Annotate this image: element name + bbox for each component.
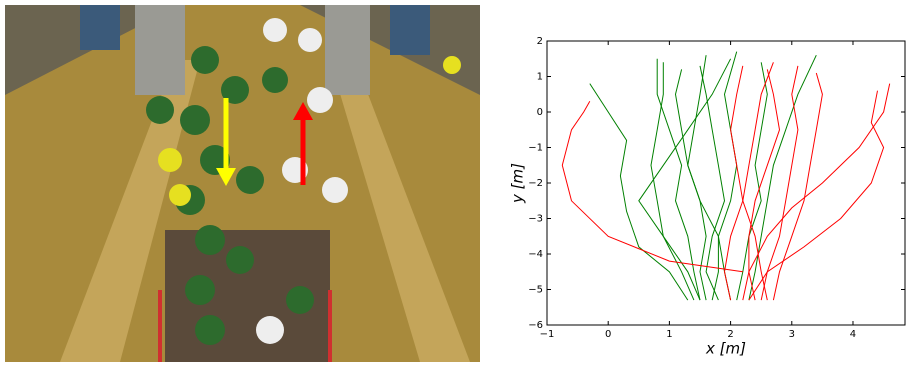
trajectory [742, 83, 891, 301]
y-tick-label: −2 [528, 178, 543, 189]
trajectory [748, 54, 817, 301]
trajectory [656, 58, 701, 301]
x-tick-label: 3 [789, 329, 795, 340]
y-axis-label: y [m] [509, 163, 527, 204]
trajectory [760, 65, 799, 301]
y-tick-label: 1 [537, 72, 543, 83]
trajectory [674, 69, 719, 301]
trajectory [561, 101, 743, 273]
trajectory [589, 83, 689, 301]
x-axis-label: x [m] [705, 340, 746, 358]
trajectory [650, 62, 695, 301]
crowd-photo [5, 5, 480, 362]
x-tick-label: 1 [666, 329, 672, 340]
y-tick-label: −1 [528, 143, 543, 154]
y-tick-label: −6 [528, 320, 543, 331]
trajectory [748, 69, 781, 301]
axes-frame [546, 40, 906, 326]
x-tick-label: 2 [727, 329, 733, 340]
y-tick-label: −5 [528, 285, 543, 296]
trajectory [772, 72, 823, 301]
trajectory-plot: x [m] y [m] −1 0 1 2 3 4 −6 −5 −4 −3 −2 −1 0 1 2 [509, 36, 906, 358]
y-tick-label: 0 [537, 107, 543, 118]
y-tick-label: −3 [528, 214, 543, 225]
trajectory [638, 58, 732, 301]
y-tick-label: 2 [537, 36, 543, 47]
trajectory [748, 90, 885, 301]
x-tick-label: −1 [540, 329, 555, 340]
trajectory [699, 65, 726, 301]
y-tick-label: −4 [528, 249, 543, 260]
trajectory [736, 62, 768, 301]
trajectory [687, 55, 707, 301]
x-tick-label: 4 [850, 329, 856, 340]
trajectory [717, 51, 738, 301]
x-tick-label: 0 [605, 329, 611, 340]
trajectory [730, 65, 768, 301]
trajectory [723, 62, 774, 301]
